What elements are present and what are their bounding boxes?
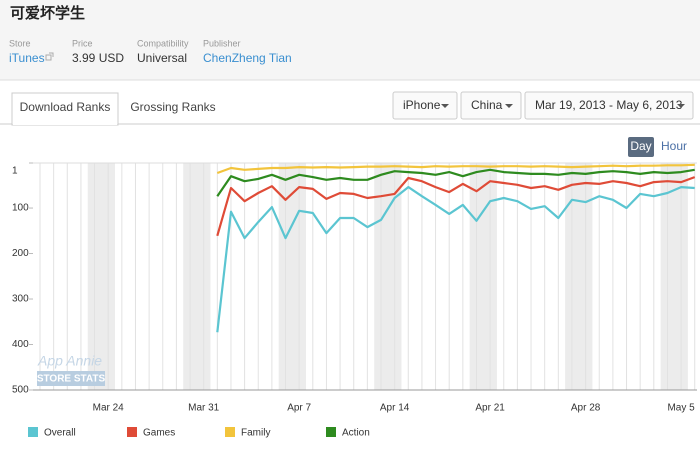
filters: iPhone China Mar 19, 2013 - May 6, 2013	[392, 91, 694, 120]
meta: Store iTunes Price 3.99 USD Compatibility Uni…	[9, 38, 292, 65]
y-tick-label: 500	[12, 385, 29, 396]
x-tick-label: Apr 7	[287, 403, 311, 414]
meta-value: Universal	[137, 51, 187, 65]
dropdown-label[interactable]: Mar 19, 2013 - May 6, 2013	[535, 98, 683, 112]
legend-swatch	[225, 427, 235, 437]
legend-swatch	[326, 427, 336, 437]
meta-value[interactable]: iTunes	[9, 51, 45, 65]
series-line	[216, 186, 695, 333]
meta-value[interactable]: ChenZheng Tian	[203, 51, 292, 65]
tab[interactable]: Grossing Ranks	[130, 100, 215, 114]
legend-label: Family	[241, 428, 270, 439]
x-tick-label: Apr 21	[475, 403, 505, 414]
y-tick-label: 200	[12, 248, 29, 259]
meta-label: Price	[72, 38, 93, 48]
meta-value: 3.99 USD	[72, 51, 124, 65]
dropdown[interactable]	[460, 91, 522, 120]
dropdown-label[interactable]: China	[471, 98, 503, 112]
watermark: App Annie	[37, 353, 102, 369]
legend-swatch	[127, 427, 137, 437]
watermark: STORE STATS	[37, 374, 106, 385]
x-tick-label: May 5	[667, 403, 695, 414]
x-tick-label: Mar 31	[188, 403, 220, 414]
weekend-band	[469, 163, 497, 390]
x-tick-label: Apr 28	[571, 403, 601, 414]
dropdown-label[interactable]: iPhone	[403, 98, 441, 112]
series-line	[216, 176, 696, 237]
caret	[677, 104, 685, 108]
app-title: 可爱坏学生	[10, 4, 85, 22]
granularity[interactable]: Hour	[661, 139, 687, 153]
x-tick-label: Mar 24	[93, 403, 125, 414]
meta-label: Store	[9, 38, 31, 48]
legend-label: Overall	[44, 428, 76, 439]
day-button[interactable]	[628, 137, 654, 157]
weekend-band	[183, 163, 211, 390]
tab[interactable]: Download Ranks	[20, 100, 111, 114]
meta-label: Publisher	[203, 38, 241, 48]
watermark-box	[37, 371, 105, 386]
weekend-band	[278, 163, 306, 390]
series-line	[216, 163, 695, 175]
x-tick-label: Apr 14	[380, 403, 410, 414]
granularity[interactable]: Day	[630, 139, 651, 153]
legend-label: Games	[143, 428, 175, 439]
chart: 1 100 200 300 400 500 Mar 24 Mar 31 Apr 7 Apr 14 A…	[12, 162, 697, 439]
weekend-band	[87, 163, 116, 390]
weekend-band	[565, 163, 593, 390]
weekend-band	[374, 163, 402, 390]
series-line	[216, 168, 695, 197]
caret	[441, 104, 449, 108]
tab-active[interactable]	[11, 92, 119, 126]
dropdown[interactable]	[524, 91, 694, 120]
weekend-band	[660, 163, 688, 390]
legend-label: Action	[342, 428, 370, 439]
meta-label: Compatibility	[137, 38, 189, 48]
y-tick-label: 300	[12, 294, 29, 305]
dropdown[interactable]	[392, 91, 458, 120]
y-tick-label: 100	[12, 203, 29, 214]
header-bg	[0, 0, 700, 80]
external-icon	[45, 52, 54, 61]
y-tick-label: 400	[12, 339, 29, 350]
caret	[505, 104, 513, 108]
y-tick-label: 1	[12, 166, 18, 177]
legend-swatch	[28, 427, 38, 437]
